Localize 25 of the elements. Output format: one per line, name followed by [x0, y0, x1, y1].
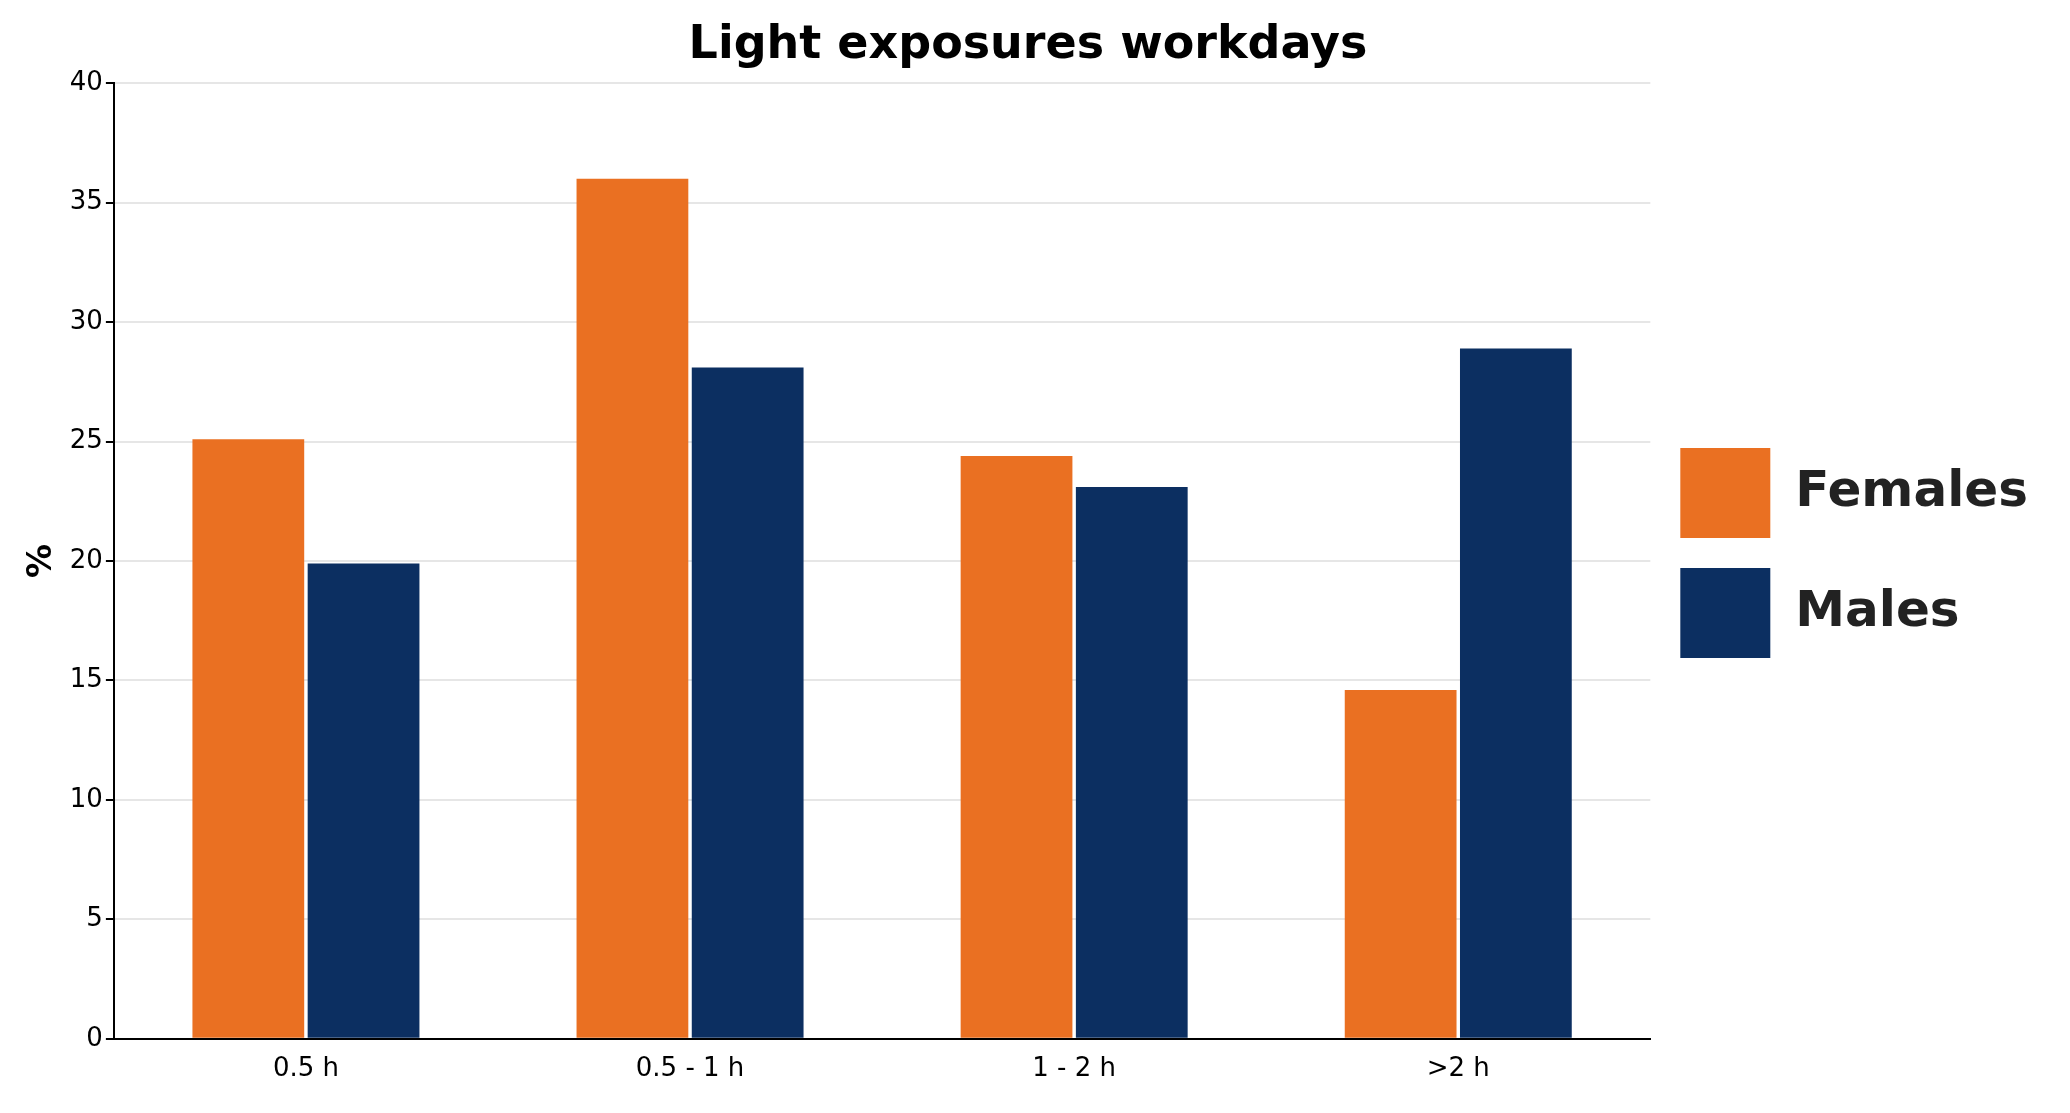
- y-tick-label: 5: [86, 902, 103, 933]
- bar: [960, 455, 1073, 1038]
- x-tick-label: 1 - 2 h: [1032, 1052, 1117, 1083]
- x-tick-label: 0.5 h: [272, 1052, 339, 1083]
- chart-title: Light exposures workdays: [688, 14, 1368, 69]
- bar: [691, 367, 804, 1038]
- legend-label: Males: [1795, 579, 1960, 638]
- y-tick-label: 0: [86, 1021, 103, 1052]
- bar: [1075, 486, 1188, 1038]
- x-tick-label: 0.5 - 1 h: [635, 1052, 745, 1083]
- y-tick-label: 20: [69, 543, 103, 574]
- y-axis-title: %: [19, 543, 60, 579]
- bar: [192, 439, 305, 1038]
- bar: [1344, 690, 1457, 1038]
- y-tick-label: 15: [69, 663, 103, 694]
- legend-label: Females: [1795, 459, 2029, 518]
- y-tick-label: 35: [69, 185, 103, 216]
- bar: [1459, 348, 1572, 1038]
- bar: [307, 563, 420, 1038]
- bar: [576, 178, 689, 1038]
- y-tick-label: 10: [69, 782, 103, 813]
- y-tick-label: 40: [69, 65, 103, 96]
- y-tick-label: 30: [69, 304, 103, 335]
- x-tick-label: >2 h: [1426, 1052, 1490, 1083]
- y-tick-label: 25: [69, 424, 103, 455]
